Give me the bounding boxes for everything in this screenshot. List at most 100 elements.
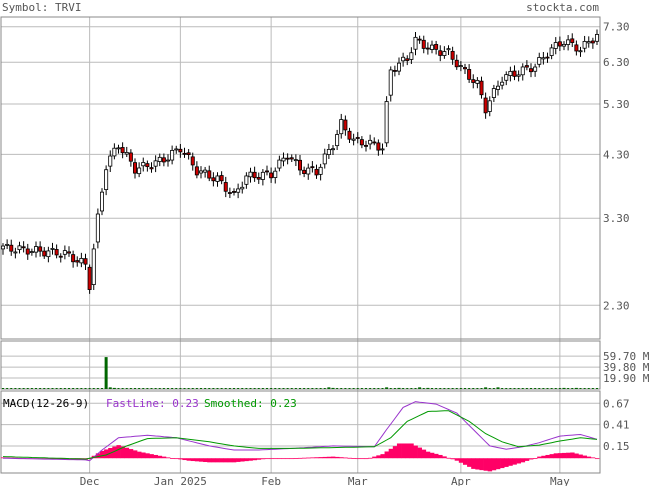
candle-body bbox=[132, 162, 137, 174]
candle-body bbox=[537, 57, 542, 65]
candle bbox=[108, 150, 113, 173]
volume-bar bbox=[282, 388, 285, 389]
histogram-bar bbox=[244, 458, 249, 462]
histogram-bar bbox=[380, 454, 385, 459]
candle bbox=[67, 246, 72, 257]
volume-bar bbox=[365, 388, 367, 389]
histogram-bar bbox=[586, 456, 592, 459]
candle bbox=[372, 137, 377, 146]
volume-bar bbox=[162, 388, 165, 389]
candle-body bbox=[384, 101, 389, 144]
candle bbox=[219, 171, 224, 185]
histogram-bar bbox=[590, 457, 596, 459]
histogram-bar bbox=[203, 458, 208, 463]
volume-bar bbox=[397, 387, 401, 389]
candle-body bbox=[347, 130, 352, 140]
candle-body bbox=[260, 171, 265, 180]
candle-body bbox=[198, 170, 203, 174]
candle bbox=[520, 63, 525, 81]
volume-bar bbox=[352, 388, 355, 389]
volume-tick-label: 19.90 M bbox=[603, 372, 650, 385]
volume-bar bbox=[542, 388, 545, 389]
volume-bar bbox=[385, 387, 389, 389]
candle-body bbox=[165, 159, 170, 162]
histogram-bar bbox=[318, 457, 323, 459]
histogram-bar bbox=[557, 453, 563, 459]
candle-body bbox=[264, 170, 269, 173]
volume-bar bbox=[121, 388, 124, 389]
volume-bar bbox=[245, 388, 248, 389]
candle bbox=[450, 46, 455, 65]
candle bbox=[458, 61, 463, 72]
candle bbox=[297, 154, 302, 176]
candle-body bbox=[108, 155, 113, 167]
histogram-bar bbox=[570, 452, 575, 459]
volume-bar bbox=[212, 388, 215, 389]
volume-bar bbox=[315, 388, 318, 389]
candle-body bbox=[269, 172, 274, 179]
histogram-bar bbox=[314, 457, 319, 459]
candle bbox=[215, 172, 220, 187]
histogram-bar bbox=[330, 456, 336, 459]
candle-body bbox=[174, 148, 179, 151]
histogram-bar bbox=[483, 458, 488, 471]
volume-bar bbox=[323, 388, 326, 389]
candle bbox=[417, 35, 422, 44]
histogram-bar bbox=[339, 457, 344, 459]
candle bbox=[9, 239, 14, 256]
volume-bar bbox=[191, 388, 194, 389]
candle-body bbox=[450, 50, 455, 60]
candle-body bbox=[178, 148, 183, 153]
candle bbox=[339, 113, 344, 139]
volume-bar bbox=[534, 388, 537, 389]
volume-bar bbox=[484, 387, 488, 389]
candle bbox=[425, 42, 430, 55]
volume-bar bbox=[204, 388, 207, 389]
candle-body bbox=[153, 160, 158, 167]
candle-body bbox=[194, 166, 199, 176]
candle bbox=[553, 37, 558, 55]
volume-bar bbox=[574, 387, 578, 389]
volume-bar bbox=[14, 388, 17, 389]
histogram-bar bbox=[170, 458, 175, 459]
volume-bar bbox=[344, 388, 347, 389]
volume-bar bbox=[389, 388, 392, 389]
candle-body bbox=[578, 50, 583, 53]
month-axis-labels: Dec Jan 2025 Feb Mar Apr May bbox=[80, 475, 570, 486]
candle-body bbox=[566, 39, 571, 45]
macd-fast-label: FastLine: 0.23 bbox=[106, 397, 199, 410]
volume-bar bbox=[39, 388, 42, 389]
candle bbox=[504, 71, 509, 86]
candle bbox=[203, 166, 208, 178]
histogram-bar bbox=[153, 454, 158, 459]
candle-body bbox=[595, 34, 600, 42]
candle-body bbox=[141, 162, 146, 167]
candle bbox=[590, 37, 595, 49]
histogram-bar bbox=[120, 446, 125, 459]
candle bbox=[500, 76, 505, 90]
volume-bar bbox=[464, 388, 466, 389]
candle bbox=[83, 253, 88, 270]
histogram-bar bbox=[264, 458, 270, 460]
candle-body bbox=[100, 191, 105, 212]
histogram-bar bbox=[388, 448, 394, 459]
candle bbox=[310, 161, 315, 173]
volume-bar bbox=[270, 388, 273, 389]
candle bbox=[355, 132, 360, 144]
candle bbox=[157, 153, 162, 167]
histogram-bar bbox=[165, 457, 171, 459]
candle-body bbox=[128, 152, 133, 162]
candle bbox=[0, 243, 6, 255]
volume-bar bbox=[47, 388, 50, 389]
candle-body bbox=[0, 245, 6, 250]
candle bbox=[330, 145, 335, 155]
candle bbox=[29, 248, 34, 256]
candle bbox=[483, 92, 488, 119]
candle-body bbox=[75, 260, 80, 263]
candle-body bbox=[277, 159, 282, 169]
candle bbox=[71, 250, 76, 268]
histogram-bar bbox=[363, 458, 369, 460]
volume-bar bbox=[216, 388, 219, 389]
candle-body bbox=[388, 69, 393, 96]
candle-body bbox=[483, 97, 488, 114]
